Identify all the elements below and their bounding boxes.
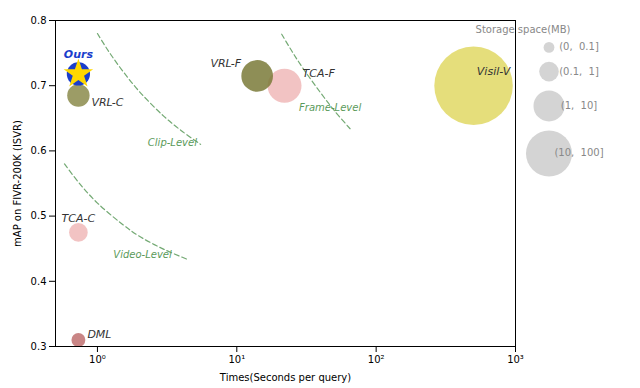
svg-text:Storage space(MB): Storage space(MB) [476, 24, 571, 35]
svg-text:10⁰: 10⁰ [89, 354, 106, 365]
svg-text:0.7: 0.7 [31, 80, 47, 91]
svg-text:(10, 100]: (10, 100] [554, 147, 603, 158]
svg-text:TCA-F: TCA-F [303, 67, 336, 80]
svg-text:10²: 10² [368, 354, 385, 365]
svg-text:Visil-V: Visil-V [477, 65, 512, 78]
svg-text:10³: 10³ [507, 354, 524, 365]
svg-text:(0.1, 1]: (0.1, 1] [559, 66, 599, 77]
svg-text:Frame-Level: Frame-Level [299, 102, 361, 113]
svg-text:Ours: Ours [64, 48, 94, 61]
svg-text:VRL-F: VRL-F [210, 57, 241, 70]
svg-text:Times(Seconds per query): Times(Seconds per query) [219, 372, 351, 383]
svg-text:TCA-C: TCA-C [62, 212, 96, 225]
svg-text:mAP on FIVR-200K (ISVR): mAP on FIVR-200K (ISVR) [12, 120, 23, 247]
svg-text:DML: DML [87, 328, 111, 341]
svg-text:0.8: 0.8 [31, 15, 47, 26]
svg-text:VRL-C: VRL-C [91, 96, 123, 109]
svg-text:(0, 0.1]: (0, 0.1] [559, 41, 599, 52]
svg-text:0.4: 0.4 [31, 276, 47, 287]
svg-text:Clip-Level: Clip-Level [148, 137, 197, 148]
svg-text:0.3: 0.3 [31, 341, 47, 352]
svg-text:0.6: 0.6 [31, 145, 47, 156]
svg-text:10¹: 10¹ [228, 354, 245, 365]
svg-text:Video-Level: Video-Level [113, 249, 172, 260]
svg-text:(1, 10]: (1, 10] [561, 100, 598, 111]
svg-text:0.5: 0.5 [31, 210, 47, 221]
